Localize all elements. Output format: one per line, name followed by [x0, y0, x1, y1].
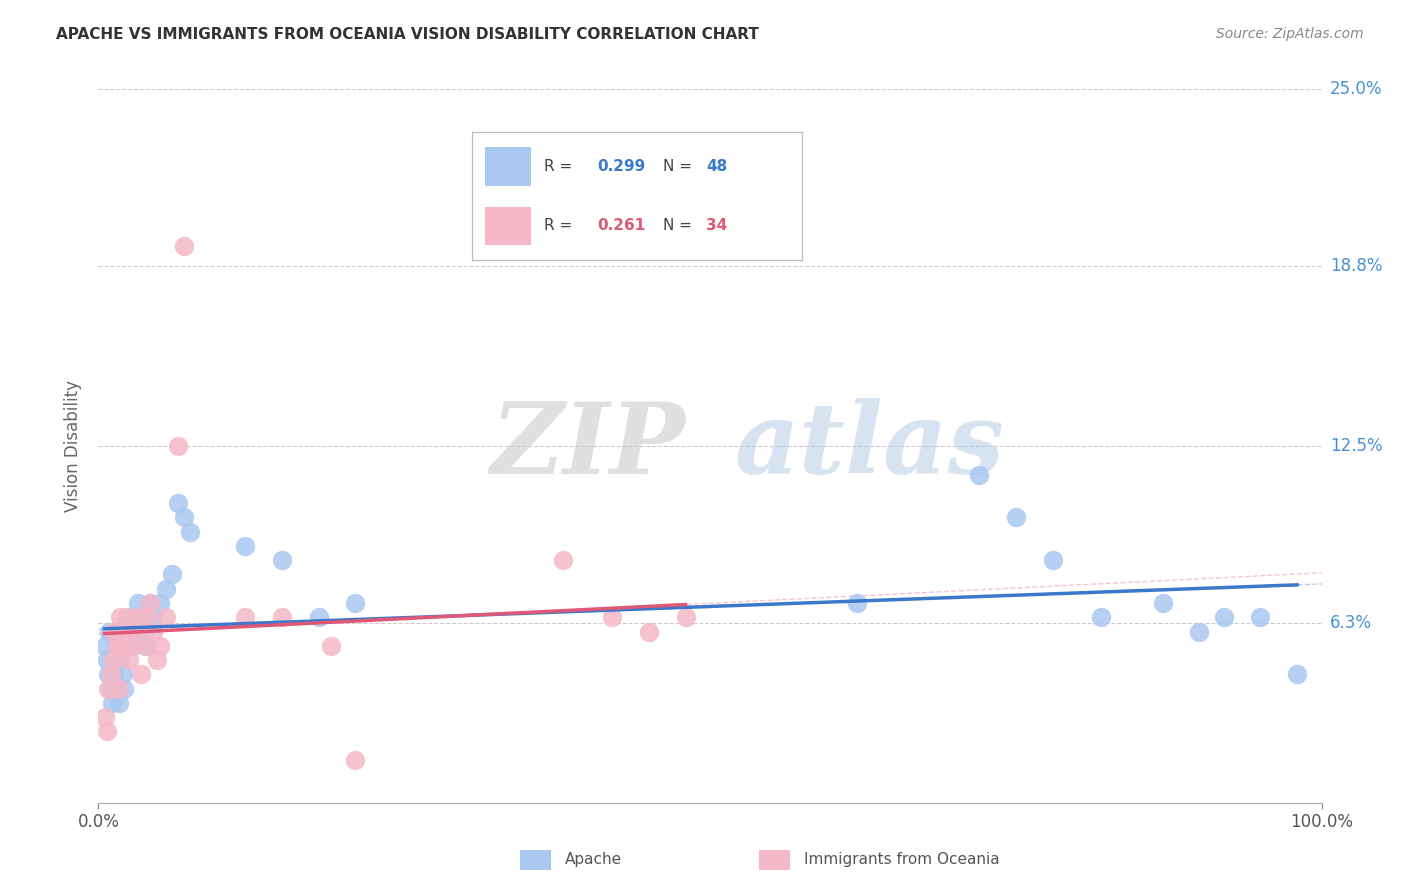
- Point: [1090, 610, 1112, 624]
- Point: [233, 610, 256, 624]
- Point: [101, 653, 124, 667]
- Point: [115, 639, 138, 653]
- Point: [134, 639, 156, 653]
- Point: [142, 624, 165, 639]
- Point: [115, 610, 138, 624]
- Point: [149, 596, 172, 610]
- Point: [104, 624, 127, 639]
- Point: [155, 582, 177, 596]
- Point: [98, 624, 121, 639]
- Point: [344, 596, 367, 610]
- Point: [127, 596, 149, 610]
- Point: [167, 439, 190, 453]
- Point: [675, 610, 697, 624]
- Point: [127, 610, 149, 624]
- Point: [167, 496, 190, 510]
- Point: [1188, 624, 1211, 639]
- Point: [129, 667, 152, 681]
- Point: [637, 624, 661, 639]
- Point: [179, 524, 201, 539]
- Point: [111, 639, 134, 653]
- Point: [270, 553, 294, 567]
- Point: [139, 596, 162, 610]
- Point: [112, 681, 135, 696]
- Point: [118, 610, 141, 624]
- Point: [108, 696, 131, 710]
- Point: [344, 753, 367, 767]
- Point: [111, 639, 134, 653]
- Point: [124, 624, 146, 639]
- Point: [110, 610, 132, 624]
- Point: [124, 610, 146, 624]
- Point: [100, 667, 122, 681]
- Point: [146, 653, 169, 667]
- Point: [160, 567, 183, 582]
- Point: [845, 596, 868, 610]
- Point: [107, 681, 129, 696]
- Text: atlas: atlas: [734, 398, 1004, 494]
- Point: [120, 639, 142, 653]
- Point: [100, 681, 122, 696]
- Point: [139, 596, 162, 610]
- Point: [319, 639, 342, 653]
- Point: [105, 639, 128, 653]
- Point: [149, 639, 172, 653]
- Text: 12.5%: 12.5%: [1330, 437, 1382, 455]
- Point: [173, 239, 195, 253]
- Text: 6.3%: 6.3%: [1330, 614, 1372, 632]
- Point: [93, 710, 115, 724]
- Point: [97, 667, 120, 681]
- Point: [136, 610, 159, 624]
- Point: [173, 510, 195, 524]
- Point: [600, 610, 623, 624]
- Point: [111, 667, 134, 681]
- Point: [142, 610, 165, 624]
- Point: [155, 610, 177, 624]
- Point: [120, 624, 142, 639]
- Point: [308, 610, 330, 624]
- Point: [96, 724, 118, 739]
- Point: [134, 624, 156, 639]
- Point: [1249, 610, 1271, 624]
- Point: [121, 639, 143, 653]
- Point: [233, 539, 256, 553]
- Y-axis label: Vision Disability: Vision Disability: [65, 380, 83, 512]
- Text: 18.8%: 18.8%: [1330, 257, 1382, 275]
- Text: APACHE VS IMMIGRANTS FROM OCEANIA VISION DISABILITY CORRELATION CHART: APACHE VS IMMIGRANTS FROM OCEANIA VISION…: [56, 27, 759, 42]
- Point: [108, 681, 131, 696]
- Text: 25.0%: 25.0%: [1330, 80, 1382, 98]
- Point: [103, 667, 125, 681]
- Point: [1152, 596, 1174, 610]
- Point: [118, 653, 141, 667]
- Text: Immigrants from Oceania: Immigrants from Oceania: [804, 853, 1000, 867]
- Point: [1042, 553, 1064, 567]
- Point: [129, 610, 152, 624]
- Point: [101, 653, 124, 667]
- Point: [1004, 510, 1026, 524]
- Point: [96, 653, 118, 667]
- Point: [103, 624, 125, 639]
- Point: [553, 553, 575, 567]
- Point: [97, 681, 120, 696]
- Text: Apache: Apache: [565, 853, 623, 867]
- Text: Source: ZipAtlas.com: Source: ZipAtlas.com: [1216, 27, 1364, 41]
- Point: [1286, 667, 1309, 681]
- Point: [114, 624, 136, 639]
- Point: [110, 653, 132, 667]
- Point: [93, 639, 115, 653]
- Point: [101, 696, 124, 710]
- Point: [967, 467, 990, 482]
- Point: [1212, 610, 1234, 624]
- Point: [270, 610, 294, 624]
- Point: [114, 624, 136, 639]
- Point: [105, 639, 128, 653]
- Point: [136, 639, 159, 653]
- Text: ZIP: ZIP: [491, 398, 686, 494]
